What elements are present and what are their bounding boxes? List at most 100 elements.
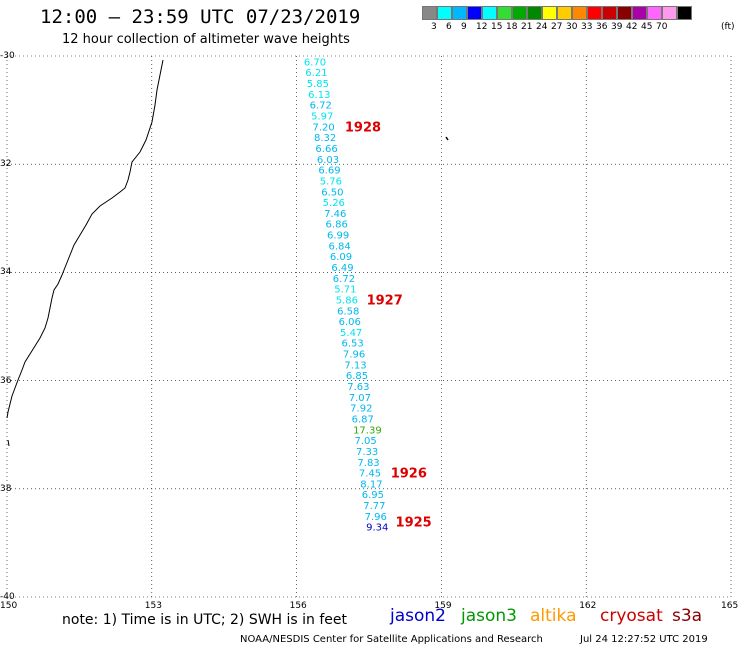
scale-cell <box>662 6 677 20</box>
lon-label: 165 <box>721 601 739 611</box>
scale-swatch <box>602 6 617 20</box>
lat-label: 36 <box>0 375 12 386</box>
wave-height-value: 7.96 <box>343 350 365 361</box>
scale-swatch <box>497 6 512 20</box>
wave-height-value: 6.87 <box>352 414 374 425</box>
wave-height-value: 7.92 <box>350 404 372 415</box>
scale-swatch <box>512 6 527 20</box>
wave-height-value: 6.58 <box>337 306 359 317</box>
scale-swatch <box>647 6 662 20</box>
wave-height-value: 5.97 <box>311 112 333 123</box>
wave-height-color-scale: 3 6 9 12 15 18 21 24 27 30 33 36 39 42 45 70 <box>422 6 692 32</box>
scale-tick-label: 39 <box>611 22 623 32</box>
wave-height-value: 7.05 <box>355 436 377 447</box>
scale-cell: 45 <box>632 6 652 32</box>
wave-height-value: 5.26 <box>323 198 345 209</box>
wave-height-value: 6.95 <box>362 490 384 501</box>
wave-height-value: 7.45 <box>359 469 381 480</box>
scale-cell: 21 <box>512 6 532 32</box>
lat-label: 34 <box>0 267 12 278</box>
scale-swatch <box>557 6 572 20</box>
pass-time-label: 1927 <box>367 293 403 308</box>
wave-height-value: 6.72 <box>333 274 355 285</box>
lat-label: 38 <box>0 483 12 494</box>
wave-height-value: 6.84 <box>328 241 350 252</box>
scale-swatch <box>677 6 692 20</box>
lat-label: -40 <box>0 592 15 602</box>
scale-tick-label: 27 <box>551 22 563 32</box>
scale-tick-label: 15 <box>491 22 503 32</box>
lat-label: 32 <box>0 159 12 170</box>
pass-time-label: 1928 <box>345 120 381 135</box>
wave-height-value: 7.83 <box>357 458 379 469</box>
wave-height-value: 6.49 <box>331 263 353 274</box>
wave-height-value: 5.85 <box>307 79 329 90</box>
lat-label: -30 <box>0 51 15 61</box>
wave-height-value: 6.21 <box>305 68 327 79</box>
scale-swatch <box>542 6 557 20</box>
footer-note: note: 1) Time is in UTC; 2) SWH is in fe… <box>62 612 348 628</box>
scale-cell: 42 <box>617 6 637 32</box>
scale-cell: 36 <box>587 6 607 32</box>
coastline-fragment <box>7 439 10 447</box>
scale-tick-label: 21 <box>521 22 533 32</box>
scale-tick-label: 9 <box>461 22 467 32</box>
scale-cell: 9 <box>452 6 467 32</box>
scale-cell: 30 <box>557 6 577 32</box>
lon-label: 153 <box>144 601 162 611</box>
wave-height-value: 5.76 <box>320 176 342 187</box>
scale-tick-label: 30 <box>566 22 578 32</box>
scale-cell: 3 <box>422 6 437 32</box>
altimeter-map: 6.706.215.856.136.725.977.208.326.666.03… <box>6 55 732 598</box>
scale-swatch <box>617 6 632 20</box>
scale-tick-label: 3 <box>431 22 437 32</box>
satellite-legend-s3a: s3a <box>672 606 703 626</box>
satellite-legend-jason3: jason3 <box>461 606 517 626</box>
wave-height-value: 6.72 <box>310 101 332 112</box>
wave-height-value: 7.13 <box>344 360 366 371</box>
lon-label: 162 <box>579 601 597 611</box>
scale-swatch <box>572 6 587 20</box>
scale-cell: 39 <box>602 6 622 32</box>
wave-height-value: 6.03 <box>317 155 339 166</box>
wave-height-value: 7.96 <box>365 512 387 523</box>
wave-height-value: 9.34 <box>366 523 388 534</box>
wave-height-value: 17.39 <box>353 425 382 436</box>
scale-cell: 70 <box>647 6 667 32</box>
scale-cell: 27 <box>542 6 562 32</box>
scale-tick-label: 45 <box>641 22 653 32</box>
lon-label: 156 <box>289 601 307 611</box>
scale-swatch <box>482 6 497 20</box>
credit-line: NOAA/NESDIS Center for Satellite Applica… <box>240 634 543 645</box>
scale-cell: 24 <box>527 6 547 32</box>
scale-tick-label: 42 <box>626 22 638 32</box>
map-title: 12:00 – 23:59 UTC 07/23/2019 <box>40 6 361 28</box>
scale-unit-label: (ft) <box>721 22 735 32</box>
wave-height-value: 7.46 <box>324 209 346 220</box>
lon-label: 159 <box>434 601 452 611</box>
scale-swatch <box>422 6 437 20</box>
scale-swatch <box>527 6 542 20</box>
scale-swatch <box>452 6 467 20</box>
wave-height-value: 6.86 <box>326 220 348 231</box>
scale-swatch <box>662 6 677 20</box>
scale-tick-label: 70 <box>656 22 668 32</box>
generated-timestamp: Jul 24 12:27:52 UTC 2019 <box>580 634 708 645</box>
scale-tick-label: 36 <box>596 22 608 32</box>
pass-time-label: 1926 <box>391 467 427 482</box>
scale-swatch <box>467 6 482 20</box>
scale-cell: 15 <box>482 6 502 32</box>
coastline <box>6 59 164 419</box>
lat-lon-grid <box>6 55 732 598</box>
wave-height-value: 8.32 <box>314 133 336 144</box>
scale-tick-label: 12 <box>476 22 488 32</box>
wave-height-value: 6.09 <box>330 252 352 263</box>
scale-swatch <box>587 6 602 20</box>
wave-height-value: 6.50 <box>321 187 343 198</box>
satellite-legend-altika: altika <box>530 606 577 626</box>
wave-height-value: 7.20 <box>313 122 335 133</box>
scale-tick-label: 33 <box>581 22 593 32</box>
scale-cell: 33 <box>572 6 592 32</box>
scale-cell: 12 <box>467 6 487 32</box>
scale-cell: 18 <box>497 6 517 32</box>
